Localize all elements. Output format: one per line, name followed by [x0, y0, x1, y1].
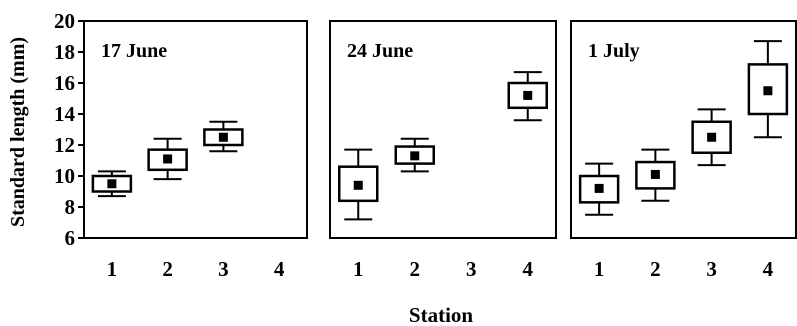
- x-tick-label: 1: [353, 257, 364, 281]
- box-station-3: [691, 108, 732, 167]
- x-tick-label: 1: [107, 257, 118, 281]
- median-marker: [218, 132, 228, 142]
- box-station-2: [394, 137, 435, 173]
- iqr-box: [635, 160, 676, 190]
- panel-title: 24 June: [347, 40, 413, 62]
- box-station-1: [338, 148, 379, 221]
- y-tick-label: 18: [54, 40, 75, 64]
- panel-1-july: 1 July 1 2 3 4: [570, 20, 797, 281]
- x-tick-label: 3: [706, 257, 717, 281]
- panel-title: 1 July: [588, 40, 640, 62]
- x-axis-label: Station: [409, 303, 474, 326]
- box-station-4: [747, 40, 789, 139]
- median-marker: [763, 86, 773, 96]
- x-tick-label: 2: [650, 257, 661, 281]
- box-station-2: [147, 137, 188, 181]
- panel-frame: [329, 20, 557, 239]
- panel-frame: [83, 20, 308, 239]
- median-marker: [707, 132, 717, 142]
- median-marker: [353, 180, 363, 190]
- median-marker: [163, 154, 173, 164]
- box-station-2: [635, 148, 676, 202]
- y-tick-label: 20: [54, 9, 75, 33]
- iqr-box: [578, 174, 620, 204]
- median-marker: [650, 169, 660, 179]
- x-tick-label: 4: [763, 257, 774, 281]
- median-marker: [107, 179, 117, 189]
- x-tick-label: 4: [523, 257, 534, 281]
- x-tick-label: 2: [162, 257, 173, 281]
- y-tick-label: 10: [54, 164, 75, 188]
- median-marker: [523, 90, 533, 100]
- y-tick-label: 6: [65, 226, 76, 250]
- x-tick-label: 2: [410, 257, 421, 281]
- x-tick-label: 4: [274, 257, 285, 281]
- x-tick-label: 3: [466, 257, 477, 281]
- y-tick-label: 14: [54, 102, 76, 126]
- box-station-1: [578, 162, 620, 216]
- panel-title: 17 June: [101, 40, 167, 62]
- box-station-1: [91, 170, 133, 198]
- panel-24-june: 24 June 1 2 3 4: [329, 20, 557, 281]
- y-axis-label: Standard length (mm): [7, 37, 29, 227]
- box-station-4: [507, 71, 548, 122]
- y-tick-label: 16: [54, 71, 75, 95]
- y-tick-label: 12: [54, 133, 75, 157]
- y-tick-label: 8: [65, 195, 76, 219]
- x-tick-label: 1: [594, 257, 605, 281]
- median-marker: [410, 151, 420, 161]
- median-marker: [594, 183, 604, 193]
- box-station-3: [203, 120, 244, 153]
- panel-frame: [570, 20, 797, 239]
- x-tick-label: 3: [218, 257, 229, 281]
